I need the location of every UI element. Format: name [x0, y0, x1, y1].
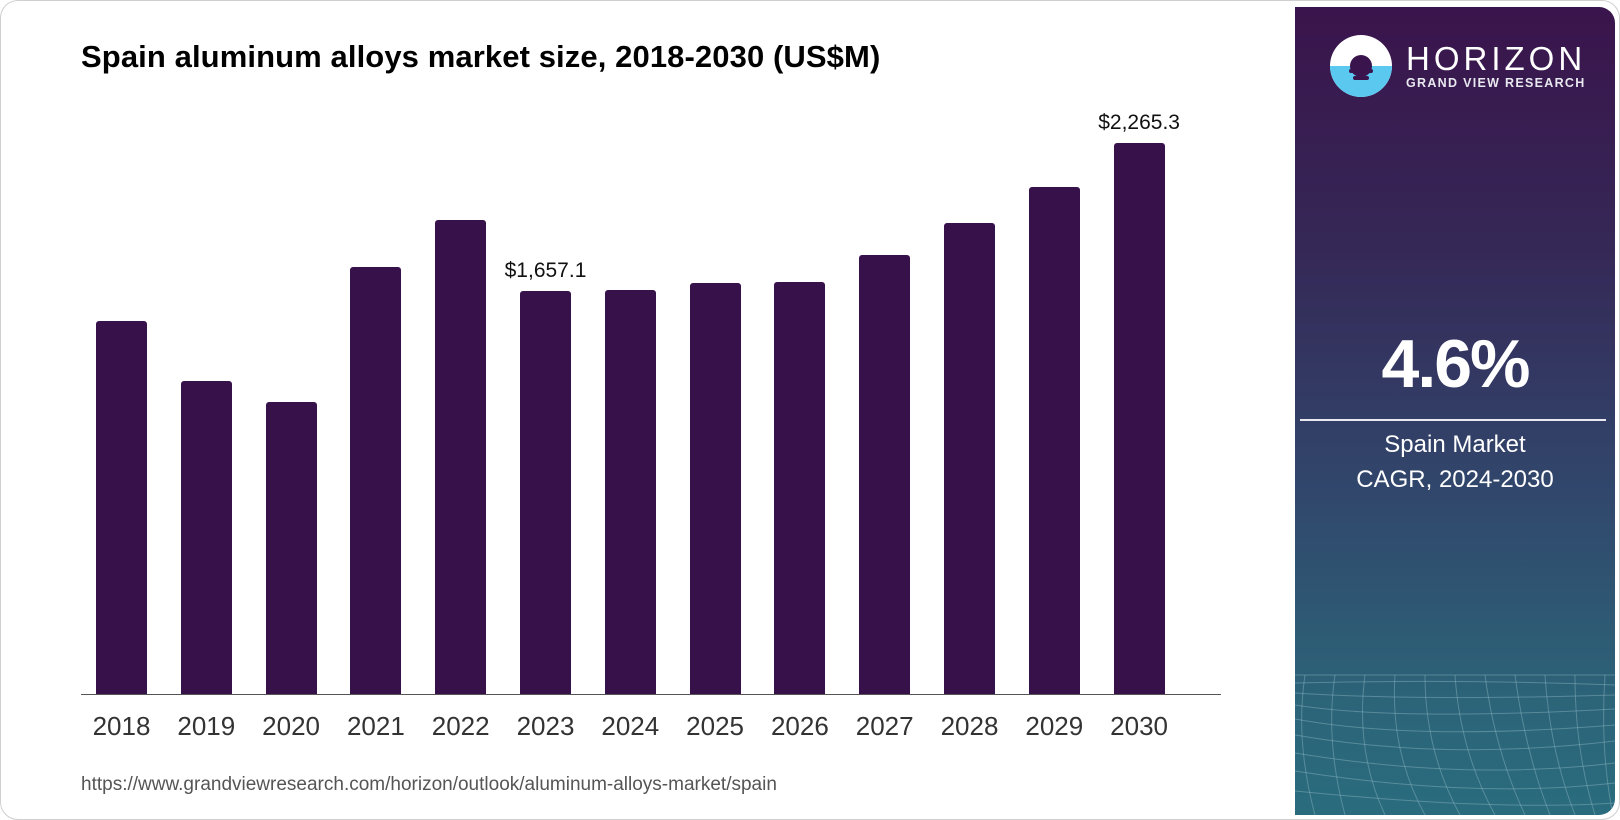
value-label-2030: $2,265.3 [1098, 111, 1180, 134]
bar-2026 [774, 281, 826, 694]
side-panel: HORIZON GRAND VIEW RESEARCH 4.6% Spain M… [1295, 7, 1615, 815]
bar-2024 [604, 289, 656, 694]
x-tick-label: 2026 [770, 711, 829, 741]
bar-2021 [350, 266, 402, 694]
x-tick-label: 2027 [855, 711, 914, 741]
bar-2018 [96, 320, 147, 694]
x-tick-label: 2018 [92, 711, 151, 741]
cagr-label-line1: Spain Market [1384, 431, 1526, 458]
x-axis-line [81, 694, 1221, 695]
x-tick-label: 2025 [686, 711, 745, 741]
value-label-2023: $1,657.1 [504, 258, 587, 282]
cagr-label-line2: CAGR, 2024-2030 [1356, 466, 1554, 493]
bar-2022 [435, 219, 487, 694]
bar-2027 [859, 254, 911, 694]
cagr-label: Spain Market CAGR, 2024-2030 [1295, 427, 1615, 497]
mesh-decoration-icon [1295, 674, 1615, 815]
x-tick-label: 2022 [431, 711, 490, 741]
cagr-value: 4.6% [1381, 326, 1531, 402]
bar-2028 [944, 222, 995, 694]
x-tick-label: 2019 [177, 711, 236, 741]
horizon-logo-icon [1330, 35, 1392, 97]
x-tick-label: 2020 [262, 711, 321, 741]
x-tick-label: 2029 [1025, 711, 1084, 741]
bar-2029 [1028, 186, 1080, 694]
x-tick-label: 2030 [1110, 711, 1169, 741]
x-tick-label: 2028 [940, 711, 999, 741]
x-tick-label: 2021 [346, 711, 405, 741]
bar-2019 [180, 380, 232, 694]
divider [1300, 419, 1606, 421]
chart-title: Spain aluminum alloys market size, 2018-… [81, 39, 881, 74]
brand-name: HORIZON [1406, 40, 1587, 77]
x-tick-label: 2024 [601, 711, 660, 741]
bar-chart: 2018 2019 2020 2021 2022 2023 $1,657.1 2024 2025… [81, 101, 1221, 751]
brand-subtitle: GRAND VIEW RESEARCH [1406, 76, 1586, 90]
bar-2030 [1113, 143, 1165, 694]
bar-2020 [265, 401, 317, 694]
bar-2023 [520, 290, 571, 694]
x-tick-label: 2023 [516, 711, 575, 741]
source-url: https://www.grandviewresearch.com/horizo… [81, 774, 777, 795]
bar-2025 [689, 282, 741, 694]
brand-logo: HORIZON GRAND VIEW RESEARCH [1330, 35, 1586, 97]
